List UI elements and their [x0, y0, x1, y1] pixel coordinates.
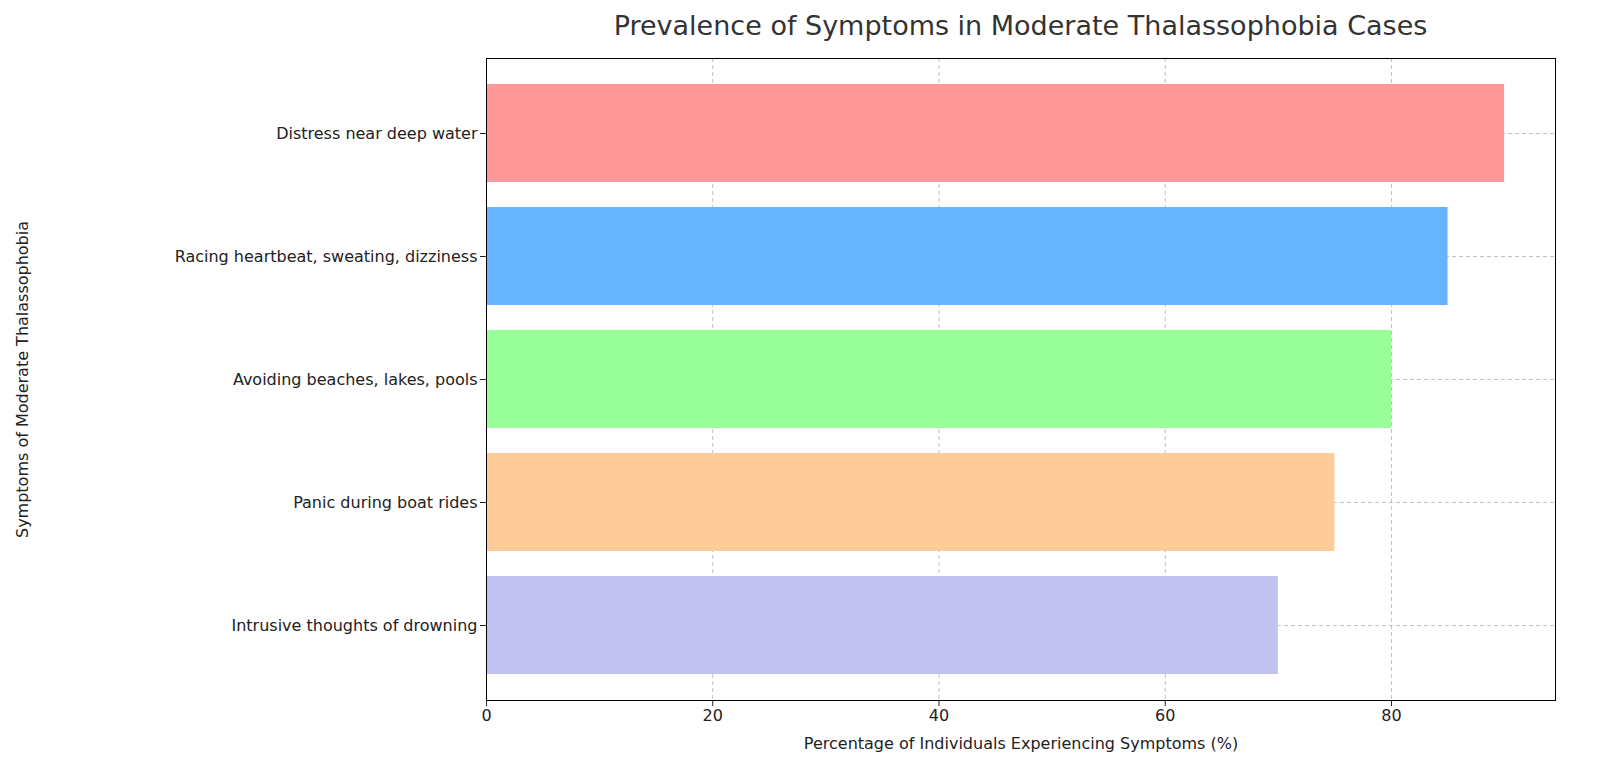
svg-text:Avoiding beaches, lakes, pools: Avoiding beaches, lakes, pools	[233, 370, 478, 389]
svg-text:Percentage of Individuals Expe: Percentage of Individuals Experiencing S…	[804, 734, 1238, 753]
svg-text:60: 60	[1155, 706, 1175, 725]
svg-text:Intrusive thoughts of drowning: Intrusive thoughts of drowning	[231, 616, 477, 635]
svg-text:40: 40	[929, 706, 949, 725]
svg-text:20: 20	[703, 706, 723, 725]
svg-text:Panic during boat rides: Panic during boat rides	[293, 493, 477, 512]
svg-text:Distress near deep water: Distress near deep water	[276, 124, 478, 143]
svg-text:0: 0	[481, 706, 491, 725]
html-text:Prevalence of Symptoms in Mode: Prevalence of Symptoms in Moderate Thala…	[613, 10, 1428, 41]
svg-text:Racing heartbeat, sweating, di: Racing heartbeat, sweating, dizziness	[175, 247, 478, 266]
svg-text:80: 80	[1381, 706, 1401, 725]
svg-text:Symptoms of Moderate Thalassop: Symptoms of Moderate Thalassophobia	[13, 221, 32, 538]
